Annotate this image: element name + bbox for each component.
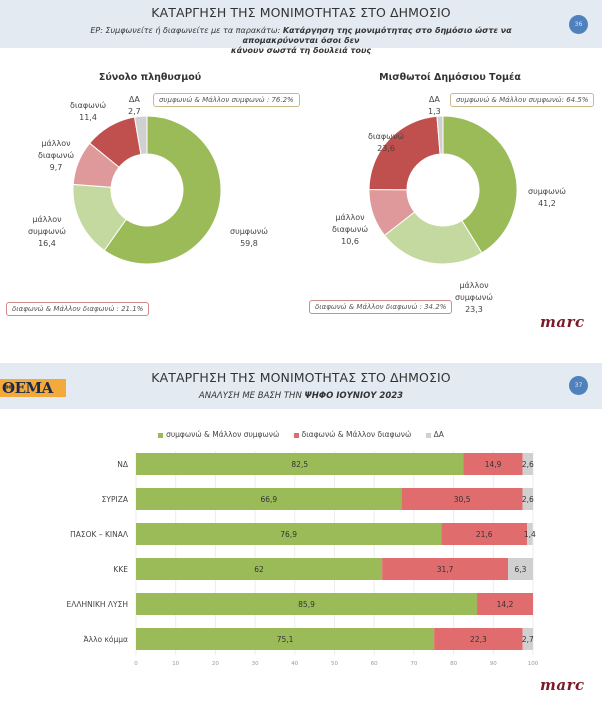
legend-agree: συμφωνώ & Μάλλον συμφωνώ [158,430,279,439]
x-tick-label: 100 [528,661,539,667]
category-label: ΕΛΛΗΝΙΚΗ ΛΥΣΗ [67,600,129,609]
legend-disagree: διαφωνώ & Μάλλον διαφωνώ [294,430,412,439]
bar-value-label: 6,3 [515,565,527,574]
pie2-label-somewhat-disagree: μάλλονδιαφωνώ10,6 [332,212,368,248]
bar-value-label: 66,9 [260,495,277,504]
bar-value-label: 1,4 [524,530,536,539]
bar-value-label: 85,9 [298,600,315,609]
stacked-bar-chart: 0 10 20 30 40 50 60 70 80 90 100 ΝΔ 82,5 14,9 2,6 ΣΥΡΙΖ… [0,440,602,700]
pie1-label-somewhat-agree: μάλλονσυμφωνώ16,4 [28,214,66,250]
page-number-badge-2: 37 [569,376,588,395]
bar-value-label: 21,6 [476,530,493,539]
bar-value-label: 62 [254,565,264,574]
marc-logo: marc [540,313,585,331]
pie1-label-disagree: διαφωνώ11,4 [70,100,106,124]
x-tick-label: 20 [212,661,219,667]
bar-value-label: 76,9 [280,530,297,539]
x-tick-label: 50 [331,661,338,667]
pie2-agree-total: συμφωνώ & Μάλλον συμφωνώ: 64.5% [450,93,594,107]
x-tick-label: 70 [410,661,417,667]
category-label: ΚΚΕ [113,565,128,574]
x-tick-label: 40 [291,661,298,667]
slide2-subtitle: ΑΝΑΛΥΣΗ ΜΕ ΒΑΣΗ ΤΗΝ ΨΗΦΟ ΙΟΥΝΙΟΥ 2023 [60,391,542,401]
bar-value-label: 2,6 [522,460,534,469]
legend-swatch-agree [158,433,163,438]
bar-value-label: 22,3 [470,635,487,644]
bar-value-label: 82,5 [291,460,308,469]
bar-value-label: 75,1 [277,635,294,644]
bar-value-label: 31,7 [437,565,454,574]
category-label: ΣΥΡΙΖΑ [102,495,129,504]
pie2-label-agree: συμφωνώ41,2 [528,186,566,210]
pie1-agree-total: συμφωνώ & Μάλλον συμφωνώ : 76.2% [153,93,300,107]
legend-dk: ΔΑ [426,430,444,439]
pie2-label-disagree: διαφωνώ23,6 [368,131,404,155]
pie1-label-somewhat-disagree: μάλλονδιαφωνώ9,7 [38,138,74,174]
pie1-disagree-total: διαφωνώ & Μάλλον διαφωνώ : 21.1% [6,302,149,316]
category-label: ΠΑΣΟΚ – ΚΙΝΑΛ [70,530,129,539]
slide2-title: ΚΑΤΑΡΓΗΣΗ ΤΗΣ ΜΟΝΙΜΟΤΗΤΑΣ ΣΤΟ ΔΗΜΟΣΙΟ [0,370,602,385]
pie2-label-dk: ΔΑ1,3 [428,94,441,118]
legend-swatch-disagree [294,433,299,438]
bar-value-label: 30,5 [454,495,471,504]
bar-value-label: 14,2 [497,600,514,609]
bar-legend: συμφωνώ & Μάλλον συμφωνώ διαφωνώ & Μάλλο… [0,430,602,439]
bar-value-label: 2,6 [522,495,534,504]
category-label: ΝΔ [117,460,129,469]
legend-swatch-dk [426,433,431,438]
x-tick-label: 0 [134,661,138,667]
category-label: Άλλο κόμμα [83,635,128,644]
x-tick-label: 60 [371,661,378,667]
bar-value-label: 2,7 [522,635,534,644]
pie1-label-agree: συμφωνώ59,8 [230,226,268,250]
pie1-label-dk: ΔΑ2,7 [128,94,141,118]
pie2-disagree-total: διαφωνώ & Μάλλον διαφωνώ : 34.2% [309,300,452,314]
slide2-header: ΘΕΜΑ ΚΑΤΑΡΓΗΣΗ ΤΗΣ ΜΟΝΙΜΟΤΗΤΑΣ ΣΤΟ ΔΗΜΟΣ… [0,363,602,409]
marc-logo-2: marc [540,676,585,694]
pie2-label-somewhat-agree: μάλλονσυμφωνώ23,3 [455,280,493,316]
x-tick-label: 30 [252,661,259,667]
x-tick-label: 80 [450,661,457,667]
x-tick-label: 10 [172,661,179,667]
x-tick-label: 90 [490,661,497,667]
bar-value-label: 14,9 [485,460,502,469]
